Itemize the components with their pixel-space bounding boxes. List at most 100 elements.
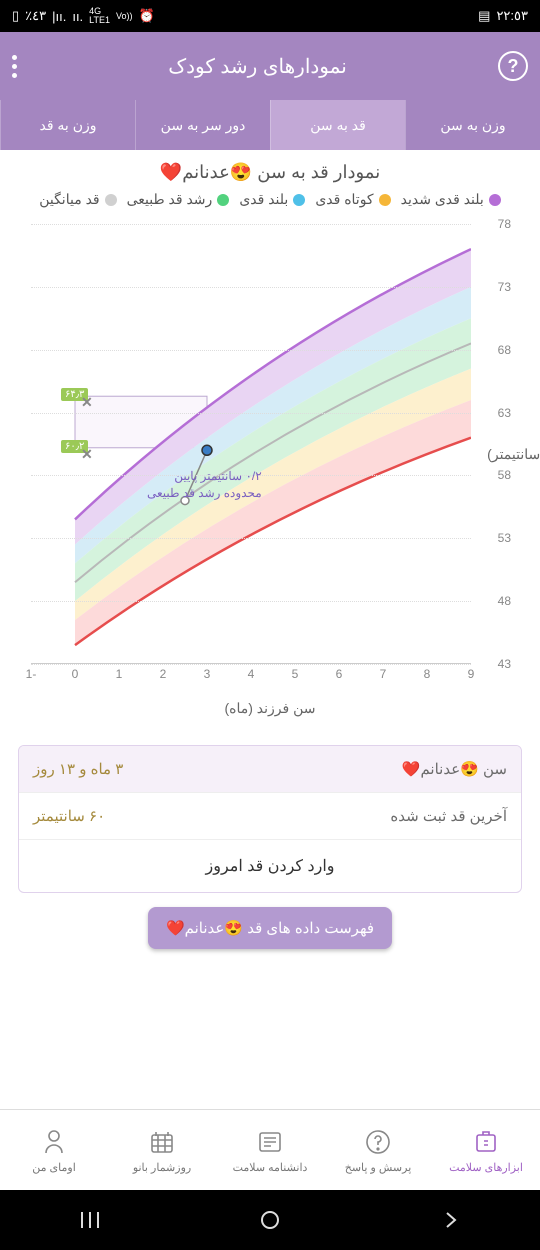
legend-dot <box>217 194 229 206</box>
gridline <box>31 413 471 414</box>
x-tick: 1 <box>116 667 123 681</box>
legend-label: کوتاه قدی <box>315 191 373 208</box>
marker-x-1: ✕ <box>81 446 93 463</box>
nav-icon-0 <box>471 1127 501 1157</box>
recent-apps-icon[interactable] <box>79 1209 101 1231</box>
gridline <box>31 350 471 351</box>
legend-label: قد میانگین <box>39 191 99 208</box>
gridline <box>31 664 471 665</box>
nav-label: پرسش و پاسخ <box>345 1161 412 1174</box>
chart-title: نمودار قد به سن 😍عدنانم❤️ <box>0 150 540 191</box>
note-line-1: ٠/٢ سانتیمتر پایین <box>147 468 262 485</box>
y-tick: 73 <box>471 280 511 294</box>
clock: ٢٢:٥٣ <box>496 8 528 24</box>
info-card: سن 😍عدنانم❤️ ۳ ماه و ۱۳ روز آخرین قد ثبت… <box>18 745 522 893</box>
back-icon[interactable] <box>439 1209 461 1231</box>
main-content: نمودار قد به سن 😍عدنانم❤️ بلند قدی شدید ک… <box>0 150 540 1109</box>
nav-item-1[interactable]: پرسش و پاسخ <box>324 1110 432 1190</box>
nav-item-3[interactable]: روزشمار بانو <box>108 1110 216 1190</box>
height-data-list-button[interactable]: فهرست داده های قد 😍عدنانم❤️ <box>148 907 392 949</box>
x-axis-label: سن فرزند (ماه) <box>0 700 540 717</box>
more-menu-icon[interactable] <box>12 55 17 78</box>
x-tick: 8 <box>424 667 431 681</box>
nav-label: اومای من <box>32 1161 76 1174</box>
alarm-icon: ⏰ <box>139 8 155 24</box>
x-tick: 4 <box>248 667 255 681</box>
nav-item-4[interactable]: اومای من <box>0 1110 108 1190</box>
legend-dot <box>105 194 117 206</box>
x-tick: 3 <box>204 667 211 681</box>
marker-x-0: ✕ <box>81 394 93 411</box>
nav-icon-3 <box>147 1127 177 1157</box>
tab-1[interactable]: قد به سن <box>270 100 405 150</box>
legend-item-4: قد میانگین <box>39 191 116 208</box>
x-tick: 6 <box>336 667 343 681</box>
note-line-2: محدوده رشد قد طبیعی <box>147 485 262 502</box>
legend-label: رشد قد طبیعی <box>127 191 213 208</box>
legend-item-1: کوتاه قدی <box>315 191 390 208</box>
chart-legend: بلند قدی شدید کوتاه قدی بلند قدی رشد قد طبی… <box>0 191 540 214</box>
app-bar: ? نمودارهای رشد کودک <box>0 32 540 100</box>
nav-icon-1 <box>363 1127 393 1157</box>
voice-icon: Vo)) <box>116 11 133 21</box>
battery-pct: ٪٤٣ <box>25 8 46 24</box>
gridline <box>31 224 471 225</box>
x-tick: 0 <box>72 667 79 681</box>
notification-icon: ▤ <box>478 8 490 24</box>
page-title: نمودارهای رشد کودک <box>31 54 484 79</box>
info-height-label: آخرین قد ثبت شده <box>390 807 507 825</box>
info-age-label: سن 😍عدنانم❤️ <box>402 760 507 778</box>
nav-label: روزشمار بانو <box>133 1161 191 1174</box>
chart-tabs: وزن به سنقد به سندور سر به سنوزن به قد <box>0 100 540 150</box>
chart-plot-area: -10123456789۶۴٫۳✕۶۰٫۲✕٠/٢ سانتیمتر پایین… <box>31 224 471 664</box>
tab-3[interactable]: وزن به قد <box>0 100 135 150</box>
x-tick: 2 <box>160 667 167 681</box>
net-type: 4GLTE1 <box>89 7 110 25</box>
info-row-age: سن 😍عدنانم❤️ ۳ ماه و ۱۳ روز <box>19 746 521 792</box>
gridline <box>31 538 471 539</box>
signal-bars-icon-2: ıı. <box>72 9 83 24</box>
child-point <box>202 445 212 455</box>
bottom-nav: ابزارهای سلامت پرسش و پاسخ دانشنامه سلامت ر… <box>0 1109 540 1190</box>
legend-item-2: بلند قدی <box>239 191 305 208</box>
nav-item-2[interactable]: دانشنامه سلامت <box>216 1110 324 1190</box>
y-tick: 78 <box>471 217 511 231</box>
legend-item-3: رشد قد طبیعی <box>127 191 230 208</box>
battery-icon: ▯ <box>12 8 19 24</box>
x-tick: -1 <box>26 667 37 681</box>
android-nav-bar <box>0 1190 540 1250</box>
y-tick: 58 <box>471 468 511 482</box>
help-icon[interactable]: ? <box>498 51 528 81</box>
nav-label: دانشنامه سلامت <box>233 1161 308 1174</box>
growth-note: ٠/٢ سانتیمتر پایینمحدوده رشد قد طبیعی <box>147 468 262 502</box>
home-icon[interactable] <box>259 1209 281 1231</box>
info-age-value: ۳ ماه و ۱۳ روز <box>33 760 123 778</box>
legend-dot <box>489 194 501 206</box>
x-tick: 7 <box>380 667 387 681</box>
legend-dot <box>293 194 305 206</box>
y-axis-label: قد (سانتیمتر) <box>487 446 540 462</box>
x-tick: 5 <box>292 667 299 681</box>
nav-icon-2 <box>255 1127 285 1157</box>
y-tick: 63 <box>471 406 511 420</box>
nav-label: ابزارهای سلامت <box>449 1161 523 1174</box>
y-tick: 43 <box>471 657 511 671</box>
growth-chart: -10123456789۶۴٫۳✕۶۰٫۲✕٠/٢ سانتیمتر پایین… <box>15 214 525 694</box>
legend-label: بلند قدی شدید <box>401 191 484 208</box>
gridline <box>31 287 471 288</box>
legend-dot <box>379 194 391 206</box>
nav-icon-4 <box>39 1127 69 1157</box>
android-statusbar: ▯ ٪٤٣ |ıı. ıı. 4GLTE1 Vo)) ⏰ ▤ ٢٢:٥٣ <box>0 0 540 32</box>
y-tick: 53 <box>471 531 511 545</box>
legend-item-0: بلند قدی شدید <box>401 191 501 208</box>
nav-item-0[interactable]: ابزارهای سلامت <box>432 1110 540 1190</box>
gridline <box>31 601 471 602</box>
info-height-value: ۶۰ سانتیمتر <box>33 807 105 825</box>
legend-label: بلند قدی <box>239 191 288 208</box>
info-row-height: آخرین قد ثبت شده ۶۰ سانتیمتر <box>19 792 521 839</box>
tab-0[interactable]: وزن به سن <box>405 100 540 150</box>
tab-2[interactable]: دور سر به سن <box>135 100 270 150</box>
enter-height-button[interactable]: وارد کردن قد امروز <box>19 839 521 892</box>
y-tick: 68 <box>471 343 511 357</box>
signal-bars-icon: |ıı. <box>52 9 66 24</box>
